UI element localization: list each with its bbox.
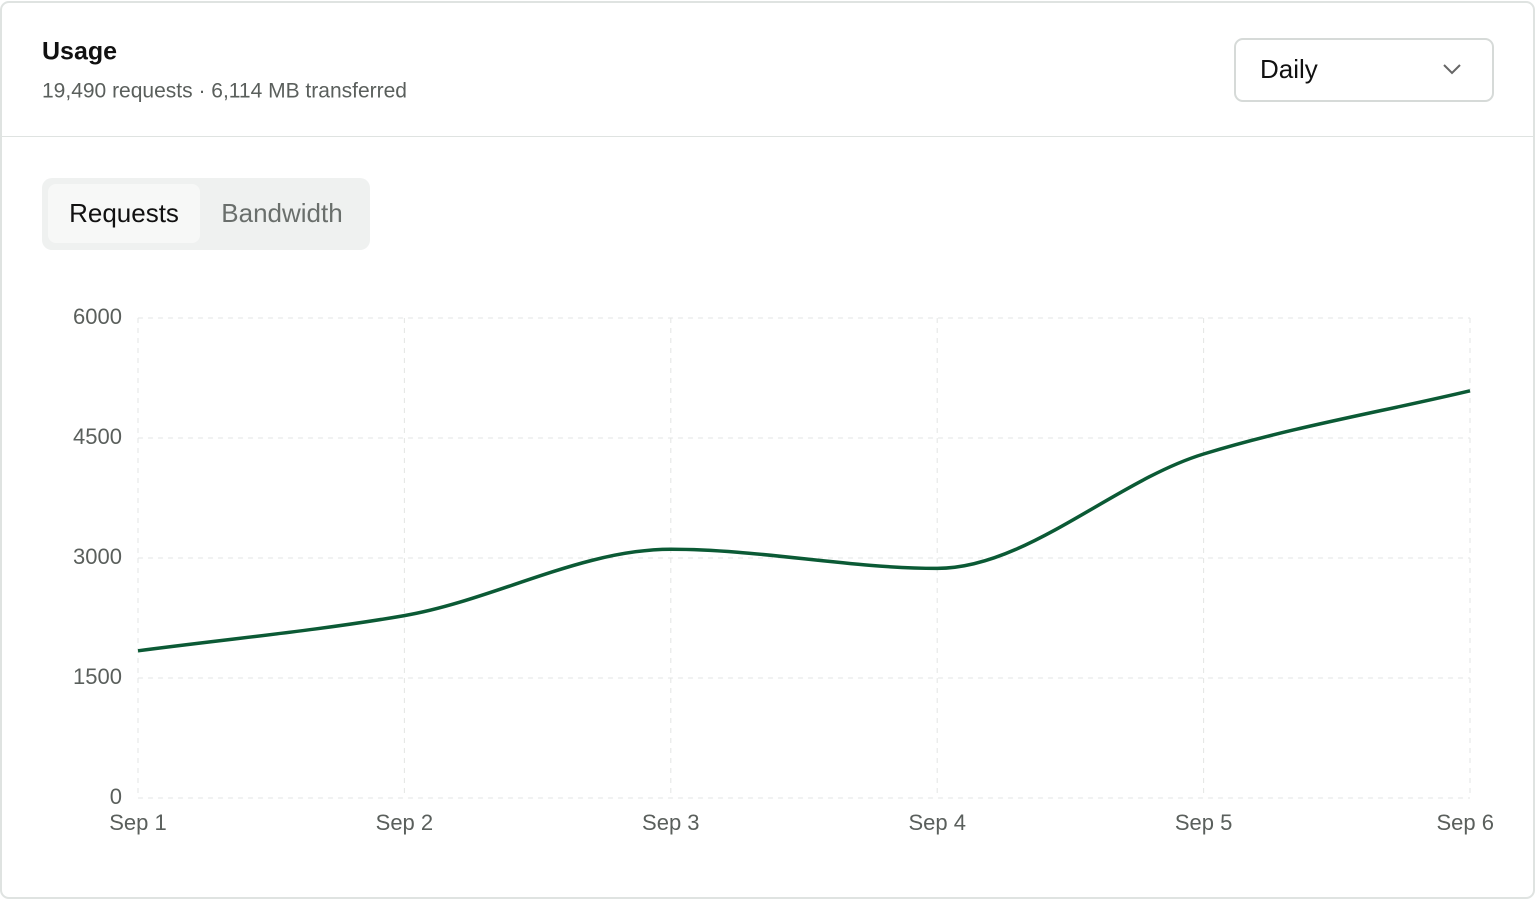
x-tick-label: Sep 3 [642, 810, 700, 835]
dropdown-chevron [1443, 64, 1461, 75]
tab[interactable]: Requests [69, 198, 179, 228]
plot: 0 1500 3000 4500 6000 Sep 1 Sep 2 Sep 3 Sep 4 Sep… [73, 304, 1494, 835]
y-tick-label: 6000 [73, 304, 122, 329]
x-tick-label: Sep 5 [1175, 810, 1233, 835]
y-tick-label: 3000 [73, 544, 122, 569]
card-subtitle: 19,490 requests · 6,114 MB transferred [42, 80, 407, 103]
y-tick-label: 1500 [73, 664, 122, 689]
x-tick-label: Sep 2 [376, 810, 434, 835]
period-dropdown[interactable]: Daily [1234, 38, 1494, 102]
x-tick-label: Sep 1 [109, 810, 167, 835]
tab[interactable]: Bandwidth [221, 198, 342, 228]
line-series [137, 389, 1471, 653]
x-tick-label: Sep 6 [1437, 810, 1495, 835]
dropdown-box[interactable] [1234, 38, 1494, 102]
card-title: Usage [42, 38, 117, 66]
y-tick-label: 4500 [73, 424, 122, 449]
dropdown-value[interactable]: Daily [1260, 54, 1318, 84]
active-tab-bg[interactable] [48, 184, 200, 243]
y-tick-label: 0 [110, 784, 122, 809]
x-tick-label: Sep 4 [908, 810, 966, 835]
